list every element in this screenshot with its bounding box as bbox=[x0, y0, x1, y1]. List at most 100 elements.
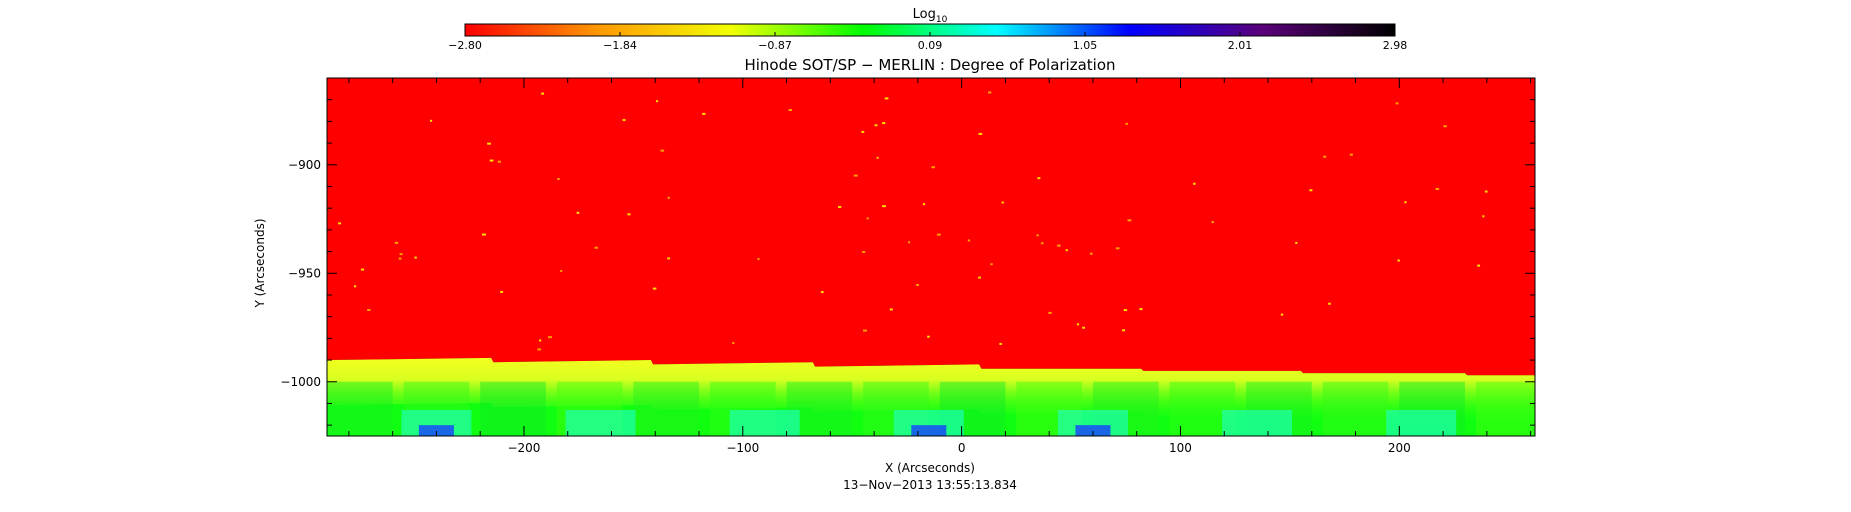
speckle bbox=[537, 348, 541, 351]
speckle bbox=[1139, 308, 1143, 311]
speckle bbox=[398, 257, 402, 260]
speckle bbox=[882, 205, 886, 208]
speckle bbox=[908, 241, 911, 244]
scan-band bbox=[1475, 381, 1535, 436]
speckle bbox=[1295, 241, 1298, 244]
speckle bbox=[660, 149, 665, 152]
speckle bbox=[862, 251, 866, 254]
y-tick-label: −1000 bbox=[280, 375, 321, 389]
y-axis-label: Y (Arcseconds) bbox=[253, 218, 267, 308]
speckle bbox=[1404, 201, 1407, 204]
speckle bbox=[1477, 264, 1481, 267]
speckle bbox=[541, 92, 545, 95]
speckle bbox=[1435, 187, 1440, 190]
speckle bbox=[1127, 219, 1132, 222]
speckle bbox=[757, 258, 760, 261]
speckle bbox=[1001, 201, 1004, 204]
bottom-patch bbox=[1386, 409, 1457, 436]
speckle bbox=[1280, 313, 1284, 316]
speckle bbox=[1082, 326, 1085, 329]
speckle bbox=[1125, 122, 1128, 125]
speckle bbox=[884, 97, 889, 100]
speckle bbox=[487, 142, 491, 145]
speckle bbox=[1482, 215, 1485, 218]
speckle bbox=[1211, 221, 1214, 224]
colorbar: Log10 −2.80 −1.84 −0.87 0.09 1.05 2.01 2.98 bbox=[448, 7, 1407, 52]
speckle bbox=[978, 276, 981, 279]
x-tick-label: −200 bbox=[507, 441, 540, 455]
x-axis-label: X (Arcseconds) bbox=[885, 461, 975, 475]
bottom-patch-core bbox=[1075, 425, 1111, 436]
speckle bbox=[627, 213, 631, 216]
y-tick-label: −950 bbox=[288, 266, 321, 280]
speckle bbox=[732, 342, 735, 345]
chart-title: Hinode SOT/SP − MERLIN : Degree of Polar… bbox=[744, 56, 1115, 74]
colorbar-tick-label: −1.84 bbox=[603, 39, 637, 52]
colorbar-tick-label: −0.87 bbox=[758, 39, 792, 52]
speckle bbox=[394, 241, 399, 244]
speckle bbox=[1309, 189, 1313, 192]
plot-area bbox=[327, 78, 1535, 436]
speckle bbox=[1328, 302, 1331, 305]
bottom-patch bbox=[729, 409, 800, 436]
speckle bbox=[594, 246, 598, 249]
speckle bbox=[622, 119, 626, 122]
speckle bbox=[548, 336, 552, 339]
speckles bbox=[338, 91, 1488, 351]
speckle bbox=[788, 109, 793, 112]
speckle bbox=[1443, 125, 1447, 128]
colorbar-tick-label: −2.80 bbox=[448, 39, 482, 52]
colorbar-tick-label: 0.09 bbox=[918, 39, 943, 52]
speckle bbox=[978, 132, 983, 135]
timestamp: 13−Nov−2013 13:55:13.834 bbox=[843, 478, 1017, 492]
speckle bbox=[557, 178, 560, 181]
speckle bbox=[922, 203, 926, 206]
x-tick-label: −100 bbox=[726, 441, 759, 455]
speckle bbox=[652, 287, 657, 290]
speckle bbox=[1395, 102, 1399, 105]
speckle bbox=[560, 270, 563, 273]
speckle bbox=[1484, 190, 1488, 193]
speckle bbox=[999, 342, 1002, 345]
speckle bbox=[874, 124, 878, 127]
speckle bbox=[1323, 155, 1327, 158]
speckle bbox=[882, 122, 886, 125]
x-tick-label: 100 bbox=[1169, 441, 1192, 455]
speckle bbox=[1037, 177, 1041, 180]
speckle bbox=[936, 233, 941, 236]
bottom-patch-core bbox=[911, 425, 947, 436]
speckle bbox=[988, 91, 992, 94]
speckle bbox=[481, 233, 486, 236]
speckle bbox=[353, 285, 357, 288]
bottom-patch bbox=[565, 409, 636, 436]
speckle bbox=[497, 160, 501, 163]
upper-region bbox=[327, 78, 1535, 376]
speckle bbox=[1397, 259, 1400, 262]
colorbar-tick-label: 2.01 bbox=[1228, 39, 1253, 52]
speckle bbox=[1089, 252, 1093, 255]
colorbar-label: Log10 bbox=[913, 7, 948, 25]
speckle bbox=[539, 339, 542, 342]
speckle bbox=[916, 283, 919, 286]
speckle bbox=[1036, 234, 1039, 237]
colorbar-tick-label: 1.05 bbox=[1073, 39, 1098, 52]
speckle bbox=[576, 211, 580, 214]
speckle bbox=[667, 196, 670, 199]
speckle bbox=[967, 239, 971, 242]
speckle bbox=[861, 130, 865, 133]
bottom-patch bbox=[1222, 409, 1293, 436]
speckle bbox=[927, 335, 930, 338]
scan-band bbox=[480, 381, 546, 436]
scan-band bbox=[327, 381, 393, 436]
speckle bbox=[853, 174, 858, 177]
speckle bbox=[399, 253, 403, 256]
speckle bbox=[820, 291, 824, 294]
speckle bbox=[656, 100, 659, 103]
speckle bbox=[866, 217, 869, 220]
speckle bbox=[1057, 244, 1061, 247]
speckle bbox=[500, 290, 504, 293]
speckle bbox=[1048, 311, 1052, 314]
speckle bbox=[876, 156, 880, 159]
speckle bbox=[1349, 153, 1353, 156]
